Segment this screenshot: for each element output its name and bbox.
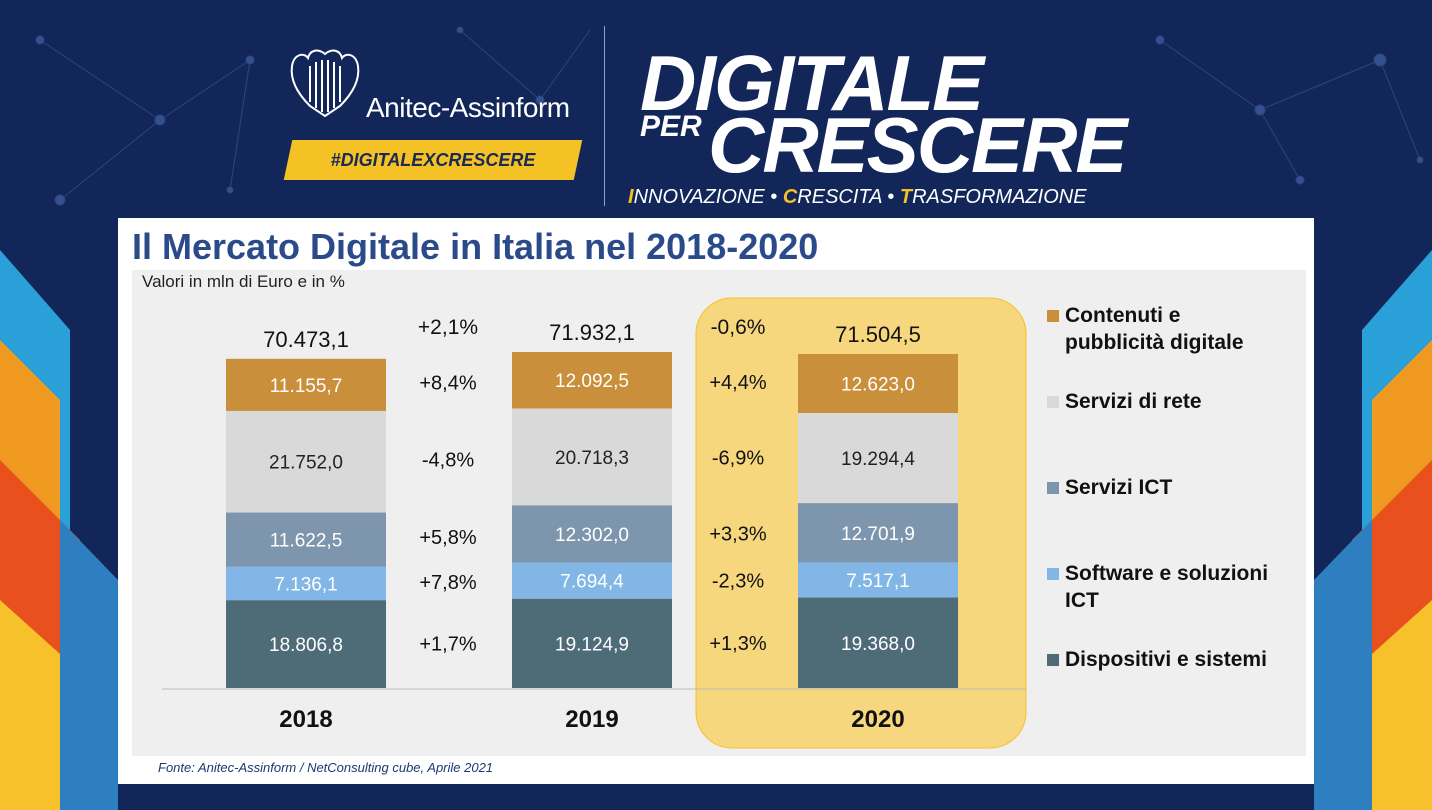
data-label: 7.517,1 [846,571,909,592]
data-label: 12.701,9 [841,524,915,545]
chart-title: Il Mercato Digitale in Italia nel 2018-2… [132,226,819,267]
data-label: 20.718,3 [555,448,629,469]
header-divider [604,26,605,206]
bar-segment [512,598,672,688]
bar-segment [512,562,672,599]
data-label: 11.622,5 [270,531,343,552]
category-label: 2020 [851,706,904,733]
event-tagline: INNOVAZIONE • CRESCITA • TRASFORMAZIONE [628,186,1087,208]
growth-label: +5,8% [419,527,476,549]
chart-source: Fonte: Anitec-Assinform / NetConsulting … [158,760,494,775]
legend-swatch [1047,568,1059,580]
legend-label: Servizi ICT [1065,476,1173,499]
data-label: 19.124,9 [555,634,629,655]
bar-segment [798,353,958,413]
data-label: 7.136,1 [274,574,337,595]
eagle-logo-icon [290,49,360,118]
event-title-line1: DIGITALE [640,39,984,127]
legend-label: ICT [1065,589,1099,612]
growth-label: +1,7% [419,634,476,656]
data-label: 19.294,4 [841,449,915,470]
category-label: 2019 [565,706,618,733]
data-label: 12.092,5 [555,371,629,392]
bar-segment [798,562,958,598]
growth-label: +7,8% [419,572,476,594]
legend-swatch [1047,310,1059,322]
total-label: 71.932,1 [549,320,635,345]
total-label: 71.504,5 [835,322,921,347]
legend-label: Servizi di rete [1065,390,1202,413]
legend-label: Contenuti e [1065,304,1181,327]
brand-name: Anitec-Assinform [366,92,570,123]
bar-segment [226,600,386,688]
data-label: 12.302,0 [555,525,629,546]
data-label: 7.694,4 [560,572,624,593]
event-title-line2: CRESCERE [708,101,1127,189]
growth-label: -2,3% [712,570,764,592]
data-label: 21.752,0 [269,453,343,474]
legend-label: pubblicità digitale [1065,331,1244,354]
legend-label: Software e soluzioni [1065,562,1268,585]
legend-label: Dispositivi e sistemi [1065,648,1267,671]
bar-segment [226,358,386,411]
legend-swatch [1047,654,1059,666]
growth-label: -4,8% [422,449,474,471]
data-label: 12.623,0 [841,374,915,395]
data-label: 19.368,0 [841,634,915,655]
chart-subtitle: Valori in mln di Euro e in % [142,272,345,291]
bar-segment [798,412,958,504]
growth-total-label: +2,1% [418,316,478,339]
bar-segment [798,503,958,563]
bar-segment [798,597,958,688]
bar-segment [226,410,386,513]
growth-label: +1,3% [709,633,766,655]
legend-swatch [1047,482,1059,494]
bar-segment [226,512,386,567]
data-label: 11.155,7 [270,376,343,397]
data-label: 18.806,8 [269,635,343,656]
bar-segment [512,352,672,409]
growth-label: -6,9% [712,447,764,469]
bar-segment [226,566,386,601]
growth-label: +3,3% [709,523,766,545]
bar-segment [512,505,672,563]
legend-swatch [1047,396,1059,408]
event-title-per: PER [640,110,702,143]
total-label: 70.473,1 [263,327,349,352]
category-label: 2018 [279,706,332,733]
growth-label: +8,4% [419,373,476,395]
growth-total-label: -0,6% [711,316,766,339]
growth-label: +4,4% [709,372,766,394]
bar-segment [512,408,672,506]
